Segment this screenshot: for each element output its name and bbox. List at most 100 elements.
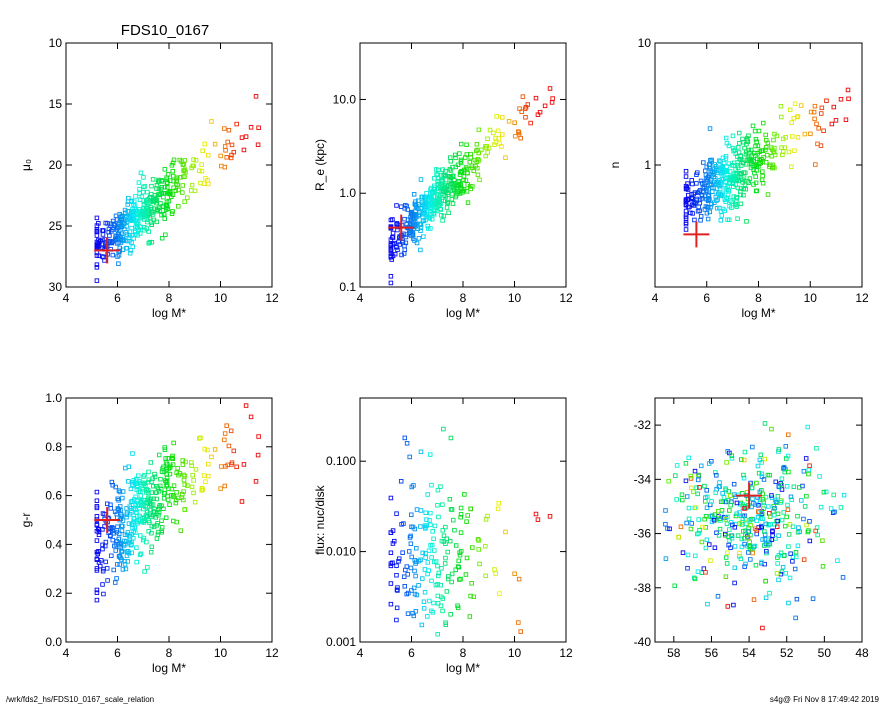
data-point	[672, 583, 677, 589]
data-point	[747, 518, 753, 523]
data-point	[229, 142, 235, 148]
data-point	[744, 219, 749, 224]
data-point	[726, 217, 732, 223]
data-point	[704, 494, 710, 500]
data-point	[477, 644, 481, 648]
data-point	[165, 172, 171, 177]
data-point	[427, 518, 432, 523]
data-point	[142, 518, 147, 523]
data-point	[468, 593, 473, 599]
data-point	[704, 488, 710, 493]
data-point	[435, 601, 441, 606]
data-point	[151, 483, 156, 489]
data-point	[795, 513, 800, 519]
data-point	[130, 244, 136, 250]
data-point	[127, 504, 132, 509]
data-point	[483, 145, 489, 151]
data-point	[458, 530, 464, 535]
data-point	[695, 209, 701, 214]
data-point	[116, 531, 122, 536]
data-point	[388, 253, 394, 259]
data-point	[174, 490, 179, 495]
y-tick-label: 0.6	[45, 489, 62, 503]
data-point	[170, 462, 176, 467]
data-point	[161, 211, 167, 217]
data-point	[533, 95, 539, 101]
data-point	[746, 550, 751, 555]
data-point	[451, 178, 457, 183]
data-point	[467, 159, 473, 165]
data-point	[698, 218, 703, 223]
data-point	[114, 576, 119, 581]
data-point	[522, 106, 528, 112]
data-point	[467, 614, 473, 619]
data-point	[205, 447, 210, 453]
data-point	[256, 125, 261, 131]
data-point	[735, 185, 741, 191]
data-point	[456, 564, 462, 570]
data-point	[159, 469, 165, 474]
data-point	[696, 204, 701, 210]
data-point	[104, 501, 110, 507]
data-point	[748, 532, 753, 538]
data-point	[503, 529, 508, 535]
data-point	[796, 525, 801, 530]
data-point	[427, 216, 433, 221]
data-point	[142, 480, 148, 486]
data-point	[140, 189, 146, 195]
markers-sky	[663, 421, 847, 631]
data-point	[707, 126, 713, 131]
data-point	[732, 580, 737, 586]
data-point	[711, 174, 716, 180]
data-point	[222, 431, 228, 436]
data-point	[124, 245, 129, 251]
data-point	[120, 567, 126, 572]
data-point	[783, 571, 788, 576]
data-point	[146, 518, 152, 523]
data-point	[199, 168, 205, 174]
data-point	[206, 152, 211, 158]
data-point	[120, 238, 126, 244]
data-point	[390, 242, 396, 247]
data-point	[470, 545, 475, 550]
data-point	[206, 181, 211, 187]
data-point	[742, 541, 747, 547]
data-point	[176, 204, 181, 209]
data-point	[762, 421, 768, 426]
data-point	[248, 414, 254, 420]
y-tick-label: 0.2	[45, 586, 62, 600]
data-point	[792, 101, 798, 106]
data-point	[674, 463, 680, 468]
data-point	[416, 583, 421, 588]
data-point	[684, 494, 690, 499]
data-point	[209, 119, 214, 124]
panel-gr: 4 6 8 10 12 0.0 0.2 0.4 0.6 0.8 1.0 log M* g-r	[19, 391, 279, 675]
data-point	[126, 521, 132, 526]
x-tick-label: 58	[667, 646, 681, 660]
data-point	[419, 622, 425, 628]
data-point	[231, 448, 237, 454]
data-point	[786, 532, 792, 537]
data-point	[516, 129, 521, 134]
data-point	[435, 563, 440, 569]
data-point	[763, 578, 768, 584]
data-point	[239, 135, 245, 140]
data-point	[754, 168, 759, 173]
data-point	[415, 675, 419, 679]
data-point	[820, 564, 826, 569]
y-tick-label: 20	[49, 158, 63, 172]
data-point	[714, 530, 719, 536]
data-point	[752, 543, 758, 549]
data-point	[725, 184, 730, 190]
data-point	[465, 170, 470, 176]
data-point	[453, 155, 458, 161]
data-point	[408, 217, 413, 222]
data-point	[519, 109, 524, 114]
data-point	[439, 671, 443, 675]
data-point	[495, 506, 501, 512]
data-point	[398, 204, 404, 209]
data-point	[732, 544, 738, 549]
data-point	[448, 435, 454, 441]
data-point	[688, 210, 693, 216]
data-point	[441, 539, 447, 544]
